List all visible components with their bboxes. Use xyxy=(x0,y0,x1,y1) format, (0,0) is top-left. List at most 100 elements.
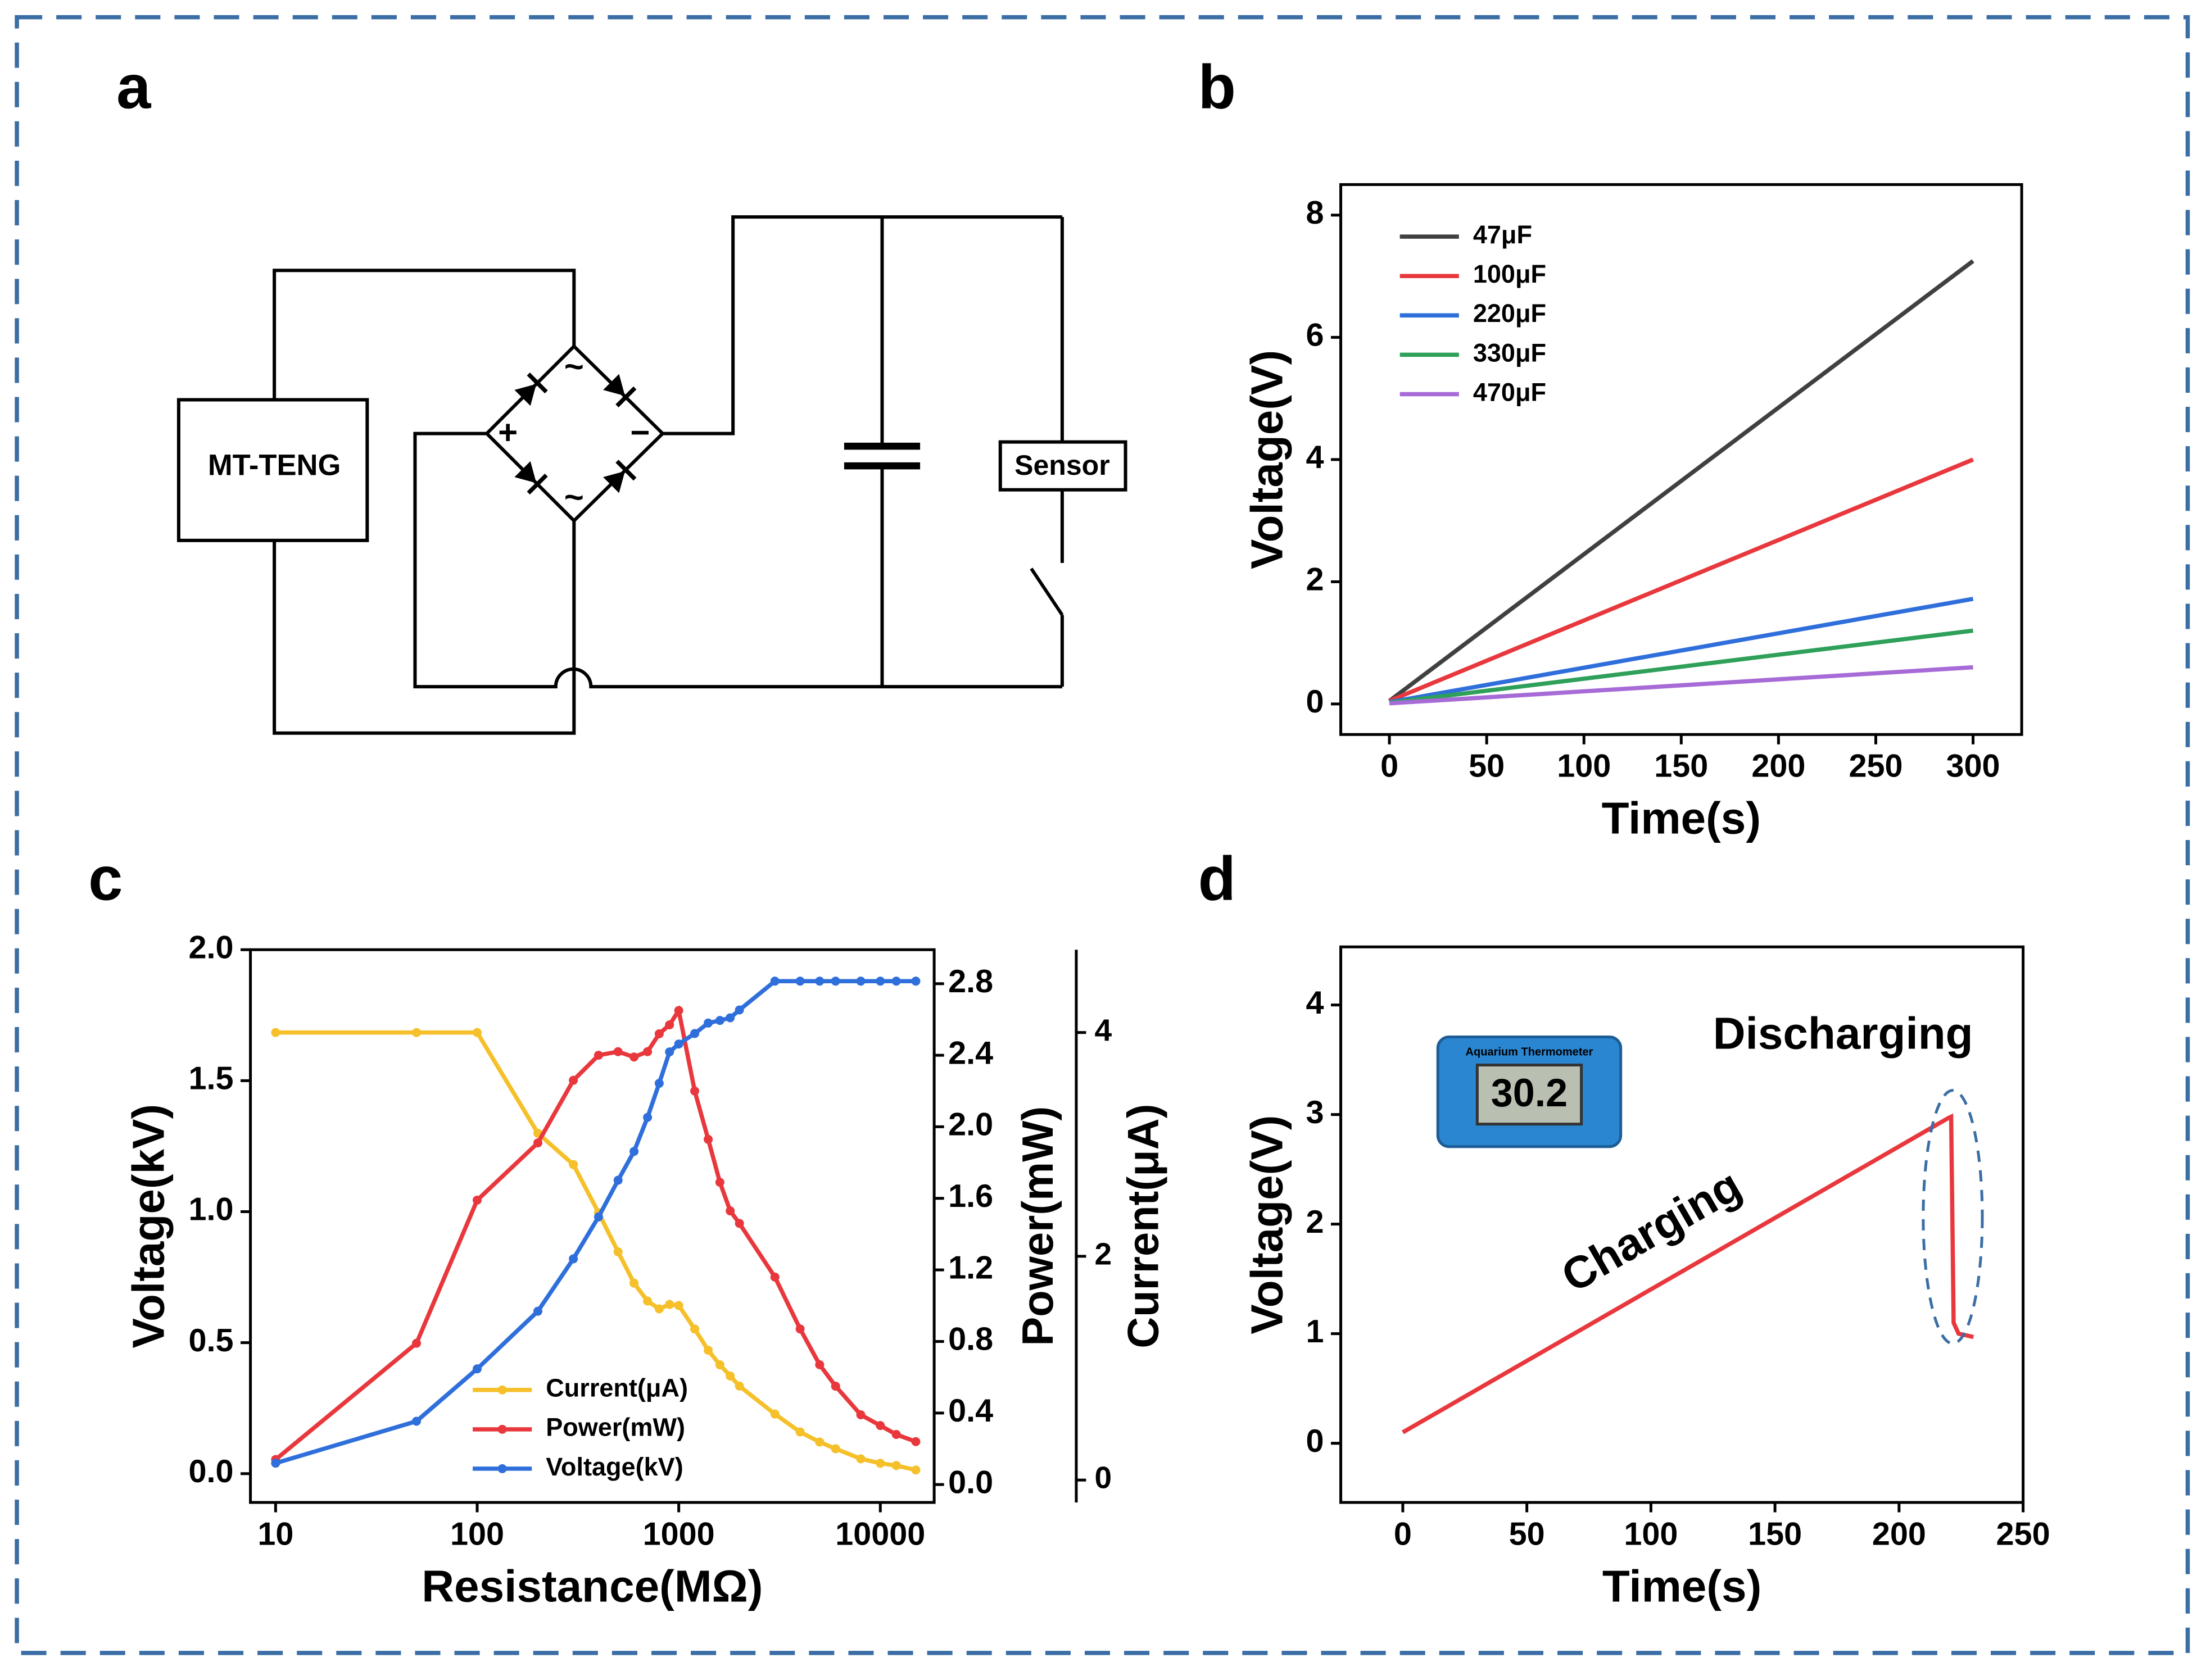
x-axis-label: Time(s) xyxy=(1602,1560,1761,1611)
data-point xyxy=(735,1381,744,1391)
data-point xyxy=(643,1296,653,1306)
data-point xyxy=(704,1018,713,1028)
data-point xyxy=(412,1028,422,1037)
y3-tick-label: 2 xyxy=(1094,1236,1112,1271)
y2-tick-label: 2.8 xyxy=(948,964,993,1000)
x-tick-label: 100 xyxy=(1624,1516,1678,1552)
data-point xyxy=(856,977,866,986)
x-tick-label: 50 xyxy=(1469,748,1505,784)
data-point xyxy=(735,1005,744,1015)
legend-marker xyxy=(497,1385,507,1395)
legend-label: 220μF xyxy=(1473,299,1546,328)
data-point xyxy=(533,1138,542,1148)
data-point xyxy=(271,1459,280,1468)
x-tick-label: 200 xyxy=(1872,1516,1926,1552)
data-point xyxy=(911,1437,921,1446)
data-point xyxy=(715,1016,724,1025)
switch xyxy=(1030,567,1064,616)
legend-marker xyxy=(497,1424,507,1434)
data-point xyxy=(856,1410,866,1420)
series-line xyxy=(1388,457,1974,703)
data-point xyxy=(654,1304,664,1314)
data-point xyxy=(856,1454,866,1464)
legend-marker xyxy=(497,1464,507,1473)
data-point xyxy=(629,1052,639,1062)
y3-axis-label: Current(μA) xyxy=(1120,1104,1168,1348)
thermometer-lcd xyxy=(1475,1064,1583,1126)
data-point xyxy=(569,1160,578,1169)
x-tick-label: 0 xyxy=(1380,748,1398,784)
legend-label: Voltage(kV) xyxy=(546,1452,683,1481)
y-tick-label: 2.0 xyxy=(188,929,233,965)
data-point xyxy=(271,1028,280,1037)
series-line xyxy=(1389,665,1973,706)
data-point xyxy=(831,977,840,986)
data-point xyxy=(654,1029,664,1038)
diode xyxy=(603,460,637,493)
data-point xyxy=(654,1079,664,1088)
panel-label: a xyxy=(116,52,151,121)
data-point xyxy=(674,1301,683,1310)
data-point xyxy=(891,1461,901,1470)
data-point xyxy=(795,1324,805,1334)
y3-tick-label: 4 xyxy=(1094,1012,1112,1047)
panel-label: c xyxy=(88,844,123,914)
data-point xyxy=(815,1360,825,1369)
y2-tick-label: 0.4 xyxy=(948,1393,993,1429)
wire xyxy=(273,269,576,400)
data-point xyxy=(815,1437,825,1447)
y-tick-label: 0.5 xyxy=(188,1323,233,1359)
y2-tick-label: 2.0 xyxy=(948,1107,993,1143)
data-point xyxy=(594,1051,603,1060)
data-point xyxy=(665,1300,674,1309)
data-point xyxy=(911,1465,921,1475)
y2-tick-label: 2.4 xyxy=(948,1035,993,1071)
teng-label: MT-TENG xyxy=(208,449,341,482)
diode xyxy=(514,461,548,495)
data-point xyxy=(770,1409,780,1419)
data-point xyxy=(643,1047,653,1056)
x-tick-label: 10 xyxy=(257,1516,293,1552)
data-point xyxy=(674,1039,683,1049)
data-point xyxy=(735,1219,744,1228)
y2-tick-label: 0.0 xyxy=(948,1464,993,1500)
y2-tick-label: 1.6 xyxy=(948,1178,993,1214)
legend-label: 47μF xyxy=(1473,220,1532,249)
x-tick-label: 250 xyxy=(1996,1516,2050,1552)
data-point xyxy=(876,1421,885,1431)
series-line xyxy=(1402,1113,1974,1434)
y-tick-label: 4 xyxy=(1306,439,1324,475)
x-tick-label: 0 xyxy=(1394,1516,1412,1552)
data-point xyxy=(613,1247,623,1256)
data-point xyxy=(533,1306,542,1316)
data-point xyxy=(643,1113,653,1122)
highlight-ellipse xyxy=(1922,1089,1984,1345)
data-point xyxy=(473,1364,482,1374)
diode xyxy=(603,374,637,407)
panel-label: b xyxy=(1198,52,1236,121)
diode xyxy=(514,373,548,406)
y-tick-label: 1.5 xyxy=(188,1061,233,1097)
bridge xyxy=(484,344,665,524)
data-point xyxy=(613,1175,623,1185)
data-point xyxy=(770,977,780,986)
y-axis-label: Voltage(V) xyxy=(1242,350,1292,569)
y-tick-label: 0 xyxy=(1306,684,1324,720)
x-tick-label: 200 xyxy=(1751,748,1805,784)
y-tick-label: 1 xyxy=(1306,1314,1324,1350)
legend-label: 470μF xyxy=(1473,378,1546,406)
data-point xyxy=(891,1430,901,1440)
data-point xyxy=(876,977,885,986)
series-line xyxy=(1389,597,1974,705)
x-tick-label: 150 xyxy=(1748,1516,1802,1552)
data-point xyxy=(831,1444,840,1454)
y-tick-label: 8 xyxy=(1306,195,1324,231)
y3-tick-label: 0 xyxy=(1094,1460,1112,1495)
data-point xyxy=(690,1086,700,1096)
data-point xyxy=(629,1278,639,1288)
x-tick-label: 10000 xyxy=(835,1516,925,1552)
x-tick-label: 300 xyxy=(1946,748,2000,784)
data-point xyxy=(876,1459,885,1468)
data-point xyxy=(704,1134,713,1144)
